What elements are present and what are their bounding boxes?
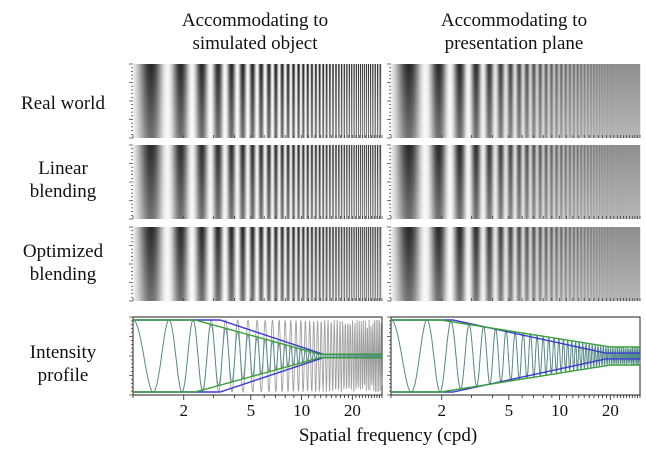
row-label-line: profile [37,365,89,386]
grating-shade [391,227,640,301]
profile-envelope [133,319,382,355]
x-tick-label: 10 [551,401,569,420]
row-label-intensity-profile: Intensity profile [0,341,126,387]
grating-shade [133,227,382,301]
grating-shade [133,64,382,138]
row-label-line: blending [29,264,97,285]
column-title-line: simulated object [192,33,318,54]
x-tick-label: 20 [343,401,361,420]
grating-shade [391,145,640,219]
grating-shade [391,64,640,138]
row-label-line: Intensity [29,342,97,363]
x-tick-label: 10 [293,401,311,420]
grating-shade [133,145,382,219]
column-title-presentation-plane: Accommodating to presentation plane [389,9,639,55]
x-tick-label: 2 [179,401,188,420]
row-label-line: blending [29,181,97,202]
profile-oscillation [390,319,641,393]
profile-envelope [391,364,640,393]
profile-envelope [133,357,382,393]
x-tick-label: 2 [437,401,446,420]
row-label-line: Real world [21,93,105,114]
column-title-line: presentation plane [444,33,584,54]
x-axis-label: Spatial frequency (cpd) [298,425,478,446]
row-label-optimized-blending: Optimized blending [0,240,126,286]
x-tick-label: 20 [601,401,619,420]
row-label-linear-blending: Linear blending [0,157,126,203]
row-label-real-world: Real world [0,92,126,115]
x-tick-label: 5 [246,401,256,420]
row-label-line: Optimized [22,241,104,262]
column-title-simulated-object: Accommodating to simulated object [130,9,380,55]
profile-envelope [391,319,640,348]
column-title-line: Accommodating to [181,10,329,31]
row-label-line: Linear [38,158,88,179]
x-tick-label: 5 [504,401,514,420]
column-title-line: Accommodating to [440,10,588,31]
